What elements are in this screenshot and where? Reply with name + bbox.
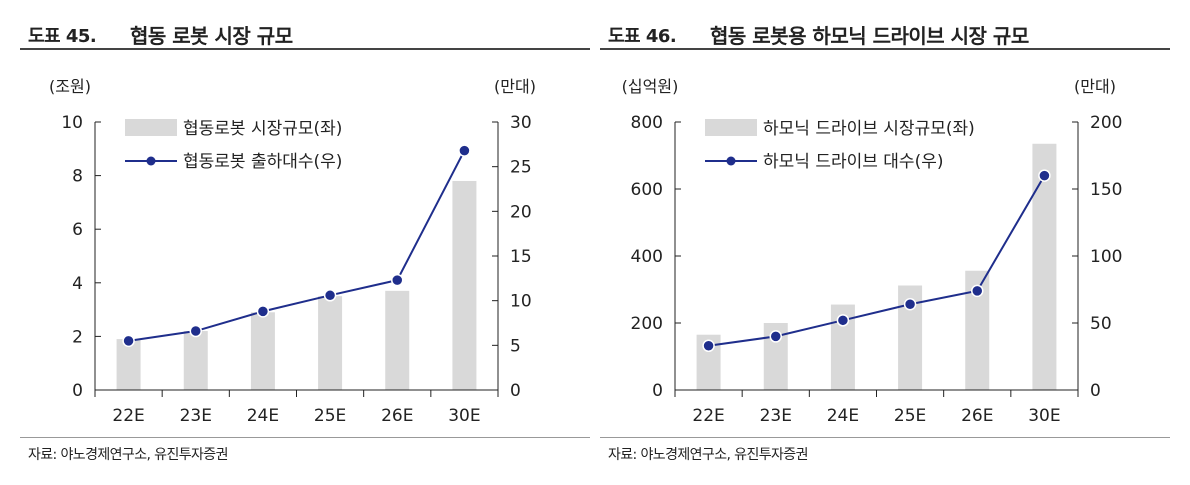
legend-line-marker [726,156,736,166]
chart-panel-46: 도표 46. 협동 로봇용 하모닉 드라이브 시장 규모 (십억원) (만대) 0 2… [600,0,1170,485]
line-point-26E [971,284,984,298]
right-axis-unit: (만대) [1074,77,1116,96]
footer-rule [600,437,1170,438]
figure-title: 협동 로봇 시장 규모 [130,24,293,48]
left-tick-label: 800 [631,113,663,133]
source-note: 자료: 야노경제연구소, 유진투자증권 [608,447,808,463]
line-point-23E [189,324,202,338]
footer-rule [20,437,590,438]
combo-chart: (십억원) (만대) 0 200 400 600 800 0 50 100 150 200 22E 23E… [622,77,1123,426]
bar-30E [1032,143,1057,390]
line-point-25E [903,297,917,311]
right-tick-label: 0 [1090,381,1101,401]
x-tick-label: 26E [381,406,413,426]
left-axis-unit: (조원) [49,77,91,96]
right-axis-unit: (만대) [494,77,536,96]
header-rule [600,48,1170,50]
header-rule [20,48,590,50]
line-point-22E [122,334,135,348]
x-tick-label: 25E [894,406,926,426]
figure-header: 도표 45. 협동 로봇 시장 규모 [20,18,590,48]
line-point-30E [458,144,471,157]
left-tick-label: 600 [631,180,663,200]
figure-title: 협동 로봇용 하모닉 드라이브 시장 규모 [710,24,1029,48]
legend-line-label: 하모닉 드라이브 대수(우) [763,152,943,172]
line-series [708,175,1046,347]
line-point-24E [836,314,850,327]
combo-chart: (조원) (만대) 0 2 4 6 8 10 0 5 10 15 20 25 30 22E 23E 24E 25E 2… [49,77,536,426]
right-tick-label: 150 [1090,180,1122,200]
x-tick-label: 30E [448,406,480,426]
figure-number: 도표 45. [28,26,97,47]
right-tick-label: 0 [510,381,521,401]
legend-bar-label: 하모닉 드라이브 시장규모(좌) [763,119,975,139]
figure-header: 도표 46. 협동 로봇용 하모닉 드라이브 시장 규모 [600,18,1170,48]
right-tick-label: 30 [510,113,532,133]
line-point-22E [702,339,715,353]
right-tick-label: 10 [510,292,532,312]
legend-line-marker [146,156,156,166]
bar-26E [385,290,410,390]
line-point-23E [769,330,782,343]
left-tick-label: 4 [72,274,83,294]
left-tick-label: 200 [631,314,663,334]
bar-24E [250,312,275,390]
legend-bar-swatch [125,119,177,136]
right-tick-label: 5 [510,336,521,356]
line-series [128,150,466,342]
right-tick-label: 200 [1090,113,1122,133]
left-tick-label: 0 [72,381,83,401]
line-point-26E [391,273,404,287]
bar-30E [452,180,477,390]
legend-bar-swatch [705,119,757,136]
x-tick-label: 26E [961,406,993,426]
x-tick-label: 22E [692,406,724,426]
x-tick-label: 23E [180,406,212,426]
legend-line-label: 협동로봇 출하대수(우) [183,152,342,172]
legend-bar-label: 협동로봇 시장규모(좌) [183,119,342,139]
left-tick-label: 0 [652,381,663,401]
x-tick-label: 24E [247,406,279,426]
right-tick-label: 50 [1090,314,1112,334]
left-axis-unit: (십억원) [622,77,679,96]
line-point-25E [323,289,337,302]
right-tick-label: 100 [1090,247,1122,267]
figure-number: 도표 46. [608,26,677,47]
left-tick-label: 10 [61,113,83,133]
bar-23E [183,331,208,390]
x-tick-label: 25E [314,406,346,426]
x-tick-label: 22E [112,406,144,426]
left-tick-label: 6 [72,220,83,240]
right-tick-label: 25 [510,158,532,178]
source-note: 자료: 야노경제연구소, 유진투자증권 [28,447,228,463]
bar-25E [318,296,343,390]
bar-22E [116,339,141,390]
x-tick-label: 23E [760,406,792,426]
right-tick-label: 20 [510,202,532,222]
right-tick-label: 15 [510,247,532,267]
x-tick-label: 24E [827,406,859,426]
x-tick-label: 30E [1028,406,1060,426]
line-point-24E [256,305,270,318]
left-tick-label: 8 [72,167,83,187]
chart-panel-45: 도표 45. 협동 로봇 시장 규모 (조원) (만대) 0 2 4 6 8 10 0 5 10 15… [20,0,590,485]
left-tick-label: 400 [631,247,663,267]
line-point-30E [1038,169,1051,182]
left-tick-label: 2 [72,327,83,347]
